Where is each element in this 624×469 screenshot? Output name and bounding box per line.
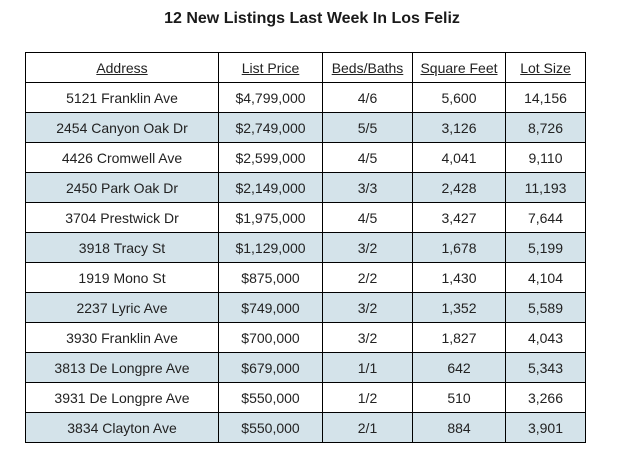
address-cell: 3931 De Longpre Ave	[25, 382, 219, 413]
address-cell: 5121 Franklin Ave	[25, 82, 219, 113]
lot-size-cell: 5,589	[505, 292, 586, 323]
square-feet-cell: 884	[412, 412, 506, 443]
beds-baths-cell: 5/5	[322, 112, 413, 143]
table-row: 3813 De Longpre Ave $679,000 1/1 642 5,343	[25, 352, 586, 383]
column-header-square-feet: Square Feet	[412, 52, 506, 83]
beds-baths-cell: 4/5	[322, 202, 413, 233]
square-feet-cell: 4,041	[412, 142, 506, 173]
beds-baths-cell: 1/2	[322, 382, 413, 413]
square-feet-cell: 2,428	[412, 172, 506, 203]
table-row: 1919 Mono St $875,000 2/2 1,430 4,104	[25, 262, 586, 293]
square-feet-cell: 642	[412, 352, 506, 383]
list-price-cell: $550,000	[218, 382, 323, 413]
square-feet-cell: 1,678	[412, 232, 506, 263]
list-price-cell: $875,000	[218, 262, 323, 293]
list-price-cell: $1,975,000	[218, 202, 323, 233]
list-price-cell: $749,000	[218, 292, 323, 323]
beds-baths-cell: 3/2	[322, 322, 413, 353]
column-header-address: Address	[25, 52, 219, 83]
table-row: 3834 Clayton Ave $550,000 2/1 884 3,901	[25, 412, 586, 443]
column-header-beds-baths: Beds/Baths	[322, 52, 413, 83]
square-feet-cell: 3,126	[412, 112, 506, 143]
table-row: 5121 Franklin Ave $4,799,000 4/6 5,600 14,15…	[25, 82, 586, 113]
lot-size-cell: 3,901	[505, 412, 586, 443]
square-feet-cell: 1,430	[412, 262, 506, 293]
list-price-cell: $2,749,000	[218, 112, 323, 143]
table-row: 3931 De Longpre Ave $550,000 1/2 510 3,266	[25, 382, 586, 413]
list-price-cell: $2,149,000	[218, 172, 323, 203]
address-cell: 3918 Tracy St	[25, 232, 219, 263]
header-row: Address List Price Beds/Baths Square Fee…	[25, 52, 586, 83]
beds-baths-cell: 3/3	[322, 172, 413, 203]
beds-baths-cell: 2/2	[322, 262, 413, 293]
address-cell: 3704 Prestwick Dr	[25, 202, 219, 233]
lot-size-cell: 4,104	[505, 262, 586, 293]
table-row: 2454 Canyon Oak Dr $2,749,000 5/5 3,126 8,72…	[25, 112, 586, 143]
list-price-cell: $2,599,000	[218, 142, 323, 173]
list-price-cell: $700,000	[218, 322, 323, 353]
column-header-lot-size: Lot Size	[505, 52, 586, 83]
table-row: 4426 Cromwell Ave $2,599,000 4/5 4,041 9,110	[25, 142, 586, 173]
list-price-cell: $1,129,000	[218, 232, 323, 263]
lot-size-cell: 9,110	[505, 142, 586, 173]
square-feet-cell: 510	[412, 382, 506, 413]
square-feet-cell: 1,352	[412, 292, 506, 323]
table-row: 2450 Park Oak Dr $2,149,000 3/3 2,428 11,193	[25, 172, 586, 203]
address-cell: 3834 Clayton Ave	[25, 412, 219, 443]
square-feet-cell: 1,827	[412, 322, 506, 353]
address-cell: 4426 Cromwell Ave	[25, 142, 219, 173]
address-cell: 3813 De Longpre Ave	[25, 352, 219, 383]
lot-size-cell: 8,726	[505, 112, 586, 143]
lot-size-cell: 14,156	[505, 82, 586, 113]
column-header-list-price: List Price	[218, 52, 323, 83]
table-row: 3918 Tracy St $1,129,000 3/2 1,678 5,199	[25, 232, 586, 263]
beds-baths-cell: 3/2	[322, 292, 413, 323]
lot-size-cell: 5,199	[505, 232, 586, 263]
list-price-cell: $4,799,000	[218, 82, 323, 113]
page-title: 12 New Listings Last Week In Los Feliz	[164, 10, 460, 27]
beds-baths-cell: 3/2	[322, 232, 413, 263]
beds-baths-cell: 1/1	[322, 352, 413, 383]
lot-size-cell: 11,193	[505, 172, 586, 203]
beds-baths-cell: 2/1	[322, 412, 413, 443]
address-cell: 2237 Lyric Ave	[25, 292, 219, 323]
lot-size-cell: 4,043	[505, 322, 586, 353]
square-feet-cell: 3,427	[412, 202, 506, 233]
square-feet-cell: 5,600	[412, 82, 506, 113]
list-price-cell: $550,000	[218, 412, 323, 443]
listings-table: Address List Price Beds/Baths Square Fee…	[25, 52, 586, 443]
list-price-cell: $679,000	[218, 352, 323, 383]
address-cell: 3930 Franklin Ave	[25, 322, 219, 353]
lot-size-cell: 3,266	[505, 382, 586, 413]
beds-baths-cell: 4/5	[322, 142, 413, 173]
beds-baths-cell: 4/6	[322, 82, 413, 113]
address-cell: 2450 Park Oak Dr	[25, 172, 219, 203]
table-row: 2237 Lyric Ave $749,000 3/2 1,352 5,589	[25, 292, 586, 323]
lot-size-cell: 7,644	[505, 202, 586, 233]
lot-size-cell: 5,343	[505, 352, 586, 383]
table-row: 3930 Franklin Ave $700,000 3/2 1,827 4,043	[25, 322, 586, 353]
table-row: 3704 Prestwick Dr $1,975,000 4/5 3,427 7,644	[25, 202, 586, 233]
address-cell: 1919 Mono St	[25, 262, 219, 293]
address-cell: 2454 Canyon Oak Dr	[25, 112, 219, 143]
